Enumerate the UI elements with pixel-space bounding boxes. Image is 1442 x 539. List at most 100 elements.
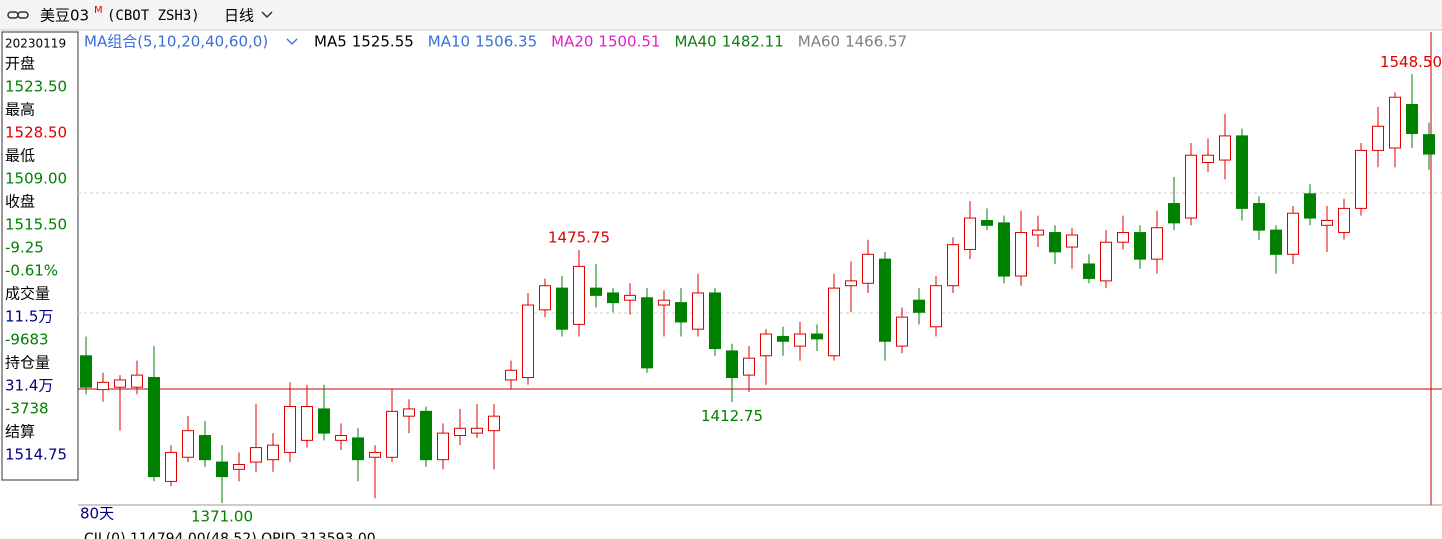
legend-value: 1506.35: [475, 33, 537, 51]
candle-body: [352, 437, 364, 461]
candle-body: [522, 304, 534, 379]
candle-body: [1202, 154, 1214, 163]
info-line: 1514.75: [5, 446, 67, 464]
candle-body: [709, 292, 721, 350]
info-panel: [1, 31, 79, 481]
candle-body: [692, 292, 704, 330]
candle-body: [420, 410, 432, 461]
volume-header: CJL(0) 114794.00(48.52) OPID 313593.00: [84, 531, 376, 539]
info-line: 1515.50: [5, 216, 67, 234]
extreme-label: 1548.50: [1380, 53, 1442, 71]
candle-body: [1355, 149, 1367, 209]
legend-value: 1500.51: [598, 33, 660, 51]
candle-body: [675, 302, 687, 323]
candle-body: [1253, 203, 1265, 231]
candle-body: [862, 253, 874, 284]
candle-body: [845, 280, 857, 287]
candle-body: [1321, 219, 1333, 226]
candle-body: [947, 244, 959, 287]
candle-body: [1219, 135, 1231, 161]
info-lines: 开盘 1523.50 最高 1528.50 最低 1509.00 收盘 1515.50 -9.2…: [5, 55, 67, 464]
candle-body: [1270, 229, 1282, 255]
info-line: 1509.00: [5, 170, 67, 188]
info-line: 最低: [5, 147, 35, 165]
legend-value: 1466.57: [845, 33, 907, 51]
candle-body: [1338, 207, 1350, 234]
candle-body: [488, 415, 500, 432]
candle-body: [658, 299, 670, 306]
candle-body: [930, 285, 942, 328]
candle-body: [1185, 154, 1197, 219]
candle-body: [454, 427, 466, 437]
info-line: 持仓量: [5, 354, 50, 372]
candle-body: [1066, 234, 1078, 248]
candle-body: [1049, 232, 1061, 253]
candle-body: [1100, 241, 1112, 282]
info-line: -9683: [5, 331, 49, 349]
candle-body: [573, 265, 585, 325]
candle-body: [165, 451, 177, 482]
candle-body: [131, 374, 143, 388]
candle-body: [828, 287, 840, 357]
candle-body: [896, 316, 908, 347]
info-line: 最高: [5, 101, 35, 119]
candle-body: [1287, 212, 1299, 255]
dropdown-arrow[interactable]: [286, 38, 298, 45]
candle-body: [641, 297, 653, 369]
candle-body: [1032, 229, 1044, 236]
info-date: 20230119: [5, 37, 66, 51]
info-line: 1528.50: [5, 124, 67, 142]
info-line: -0.61%: [5, 262, 58, 280]
info-line: -3738: [5, 400, 49, 418]
period-select[interactable]: 日线: [224, 7, 254, 25]
candle-body: [760, 333, 772, 357]
candle-body: [80, 355, 92, 388]
candle-body: [964, 217, 976, 250]
candle-body: [284, 406, 296, 453]
legend-name: MA20: [551, 33, 593, 51]
candle-body: [505, 369, 517, 381]
candle-body: [301, 406, 313, 441]
candle-body: [1083, 263, 1095, 279]
candle-body: [267, 444, 279, 461]
candle-body: [1151, 227, 1163, 260]
candle-body: [794, 333, 806, 347]
indicator-group[interactable]: MA组合(5,10,20,40,60,0): [84, 33, 268, 51]
extreme-label: 1371.00: [191, 508, 253, 526]
candle-body: [1372, 125, 1384, 151]
legend-value: 1482.11: [722, 33, 784, 51]
plot: 1548.50 1475.75 1412.75 1371.00: [80, 53, 1442, 526]
candle-body: [913, 299, 925, 313]
candle-body: [250, 447, 262, 463]
candle-body: [981, 219, 993, 226]
candle-body: [216, 461, 228, 478]
symbol-code: (CBOT ZSH3): [107, 8, 200, 24]
candle-body: [471, 427, 483, 434]
candle-body: [233, 464, 245, 470]
info-line: -9.25: [5, 239, 44, 257]
candle-body: [743, 357, 755, 376]
candle-body: [1304, 193, 1316, 219]
candle-body: [1236, 135, 1248, 209]
extreme-label: 1412.75: [701, 407, 763, 425]
dropdown-arrow[interactable]: [261, 11, 273, 19]
candle-body: [1423, 134, 1435, 155]
candle-body: [1168, 203, 1180, 224]
candle-body: [369, 451, 381, 458]
candle-body: [726, 350, 738, 379]
info-line: 成交量: [5, 285, 50, 303]
link-icon[interactable]: [7, 11, 29, 19]
candle-body: [1015, 232, 1027, 277]
candle-body: [97, 381, 109, 391]
candle-body: [1389, 96, 1401, 149]
extreme-label: 1475.75: [548, 229, 610, 247]
candle-body: [318, 408, 330, 434]
candle-body: [539, 285, 551, 311]
candle-body: [114, 379, 126, 388]
candle-body: [386, 410, 398, 458]
candle-body: [335, 435, 347, 441]
legend-value: 1525.55: [352, 33, 414, 51]
legend-name: MA10: [428, 33, 470, 51]
symbol-flag: M: [94, 5, 103, 16]
